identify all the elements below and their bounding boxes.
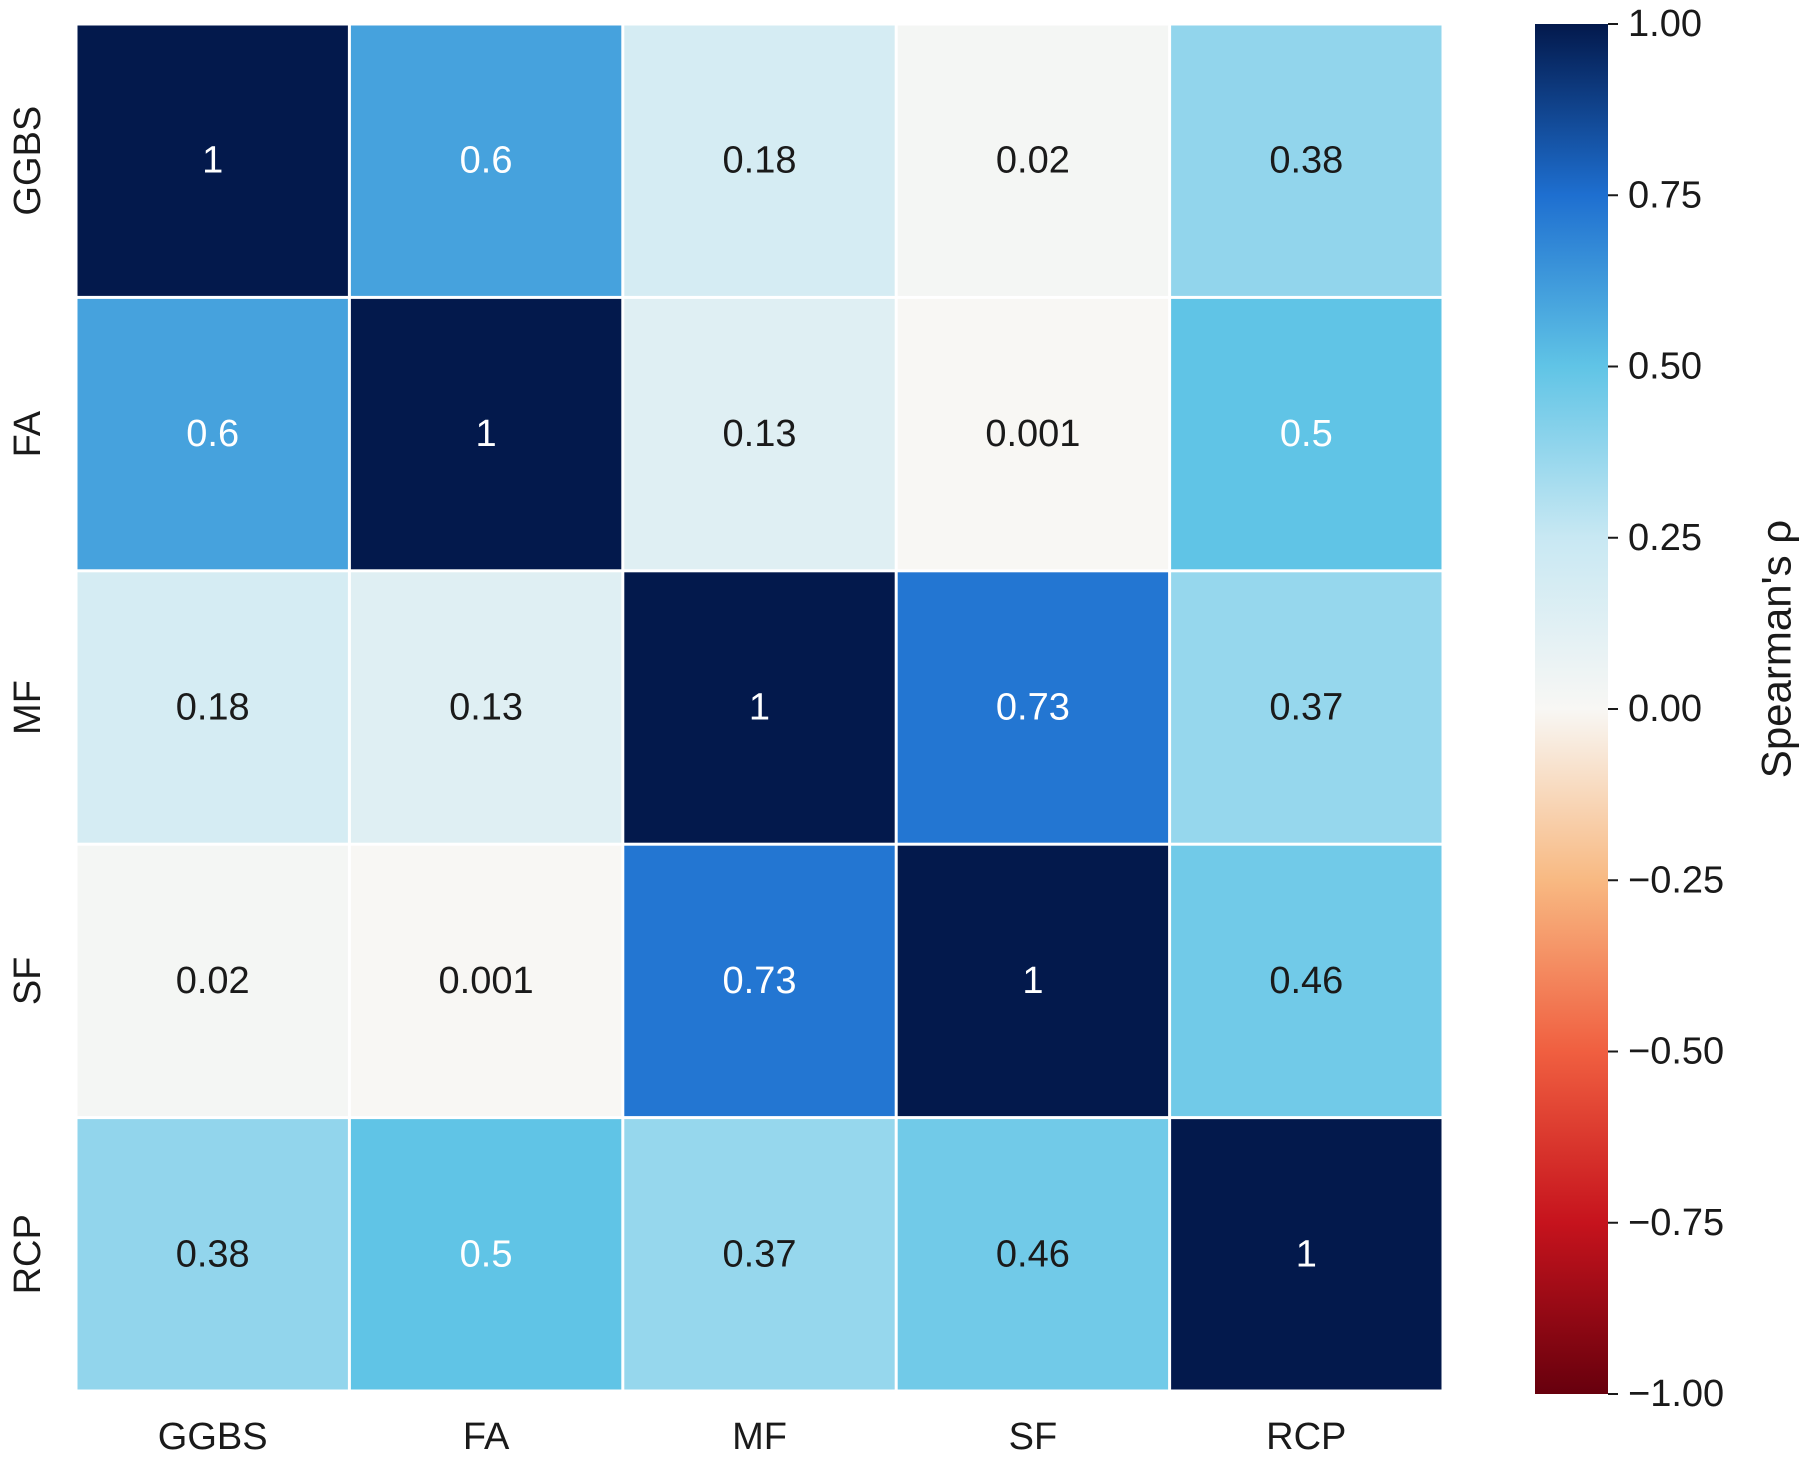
cell-value-label: 0.13 <box>723 413 797 455</box>
cell-value-label: 0.001 <box>439 960 534 1002</box>
y-tick-label-ggbs: GGBS <box>7 106 49 216</box>
cell-value-label: 1 <box>1022 960 1043 1002</box>
heatmap-cell-rcp-fa <box>350 1119 622 1390</box>
heatmap-cell-ggbs-ggbs <box>77 25 348 296</box>
cell-value-label: 0.6 <box>460 140 513 182</box>
x-axis-tick-labels: GGBS FA MF SF RCP <box>158 1416 1347 1458</box>
heatmap-cell-sf-ggbs <box>77 845 348 1117</box>
heatmap-cell-rcp-ggbs <box>77 1119 348 1390</box>
heatmap-cell-rcp-mf <box>624 1119 895 1390</box>
cell-value-label: 0.13 <box>449 687 523 729</box>
cell-value-label: 0.73 <box>723 960 797 1002</box>
cell-value-label: 0.37 <box>723 1233 797 1275</box>
x-tick-label-ggbs: GGBS <box>158 1416 268 1458</box>
cell-value-label: 1 <box>202 140 223 182</box>
heatmap-cell-ggbs-mf <box>624 25 895 296</box>
cell-value-label: 0.18 <box>176 687 250 729</box>
cell-value-label: 0.18 <box>723 140 797 182</box>
heatmap-cell-sf-fa <box>350 845 622 1117</box>
heatmap-cell-rcp-rcp <box>1171 1119 1442 1390</box>
y-axis-tick-labels: GGBS FA MF SF RCP <box>7 106 49 1295</box>
y-tick-label-mf: MF <box>7 680 49 735</box>
x-tick-label-mf: MF <box>732 1416 787 1458</box>
colorbar-label: Spearman's ρ <box>1753 520 1800 778</box>
cell-value-label: 0.38 <box>176 1233 250 1275</box>
colorbar-tick-label: −0.50 <box>1628 1031 1724 1073</box>
colorbar-tick-label: 0.50 <box>1628 346 1702 388</box>
heatmap-cell-fa-ggbs <box>77 298 348 570</box>
cell-value-label: 1 <box>1296 1233 1317 1275</box>
heatmap-cell-rcp-sf <box>897 1119 1169 1390</box>
heatmap-cell-mf-mf <box>624 572 895 843</box>
cell-value-label: 1 <box>476 413 497 455</box>
colorbar-tick-label: 0.00 <box>1628 688 1702 730</box>
cell-value-label: 0.5 <box>460 1233 513 1275</box>
cell-value-label: 0.38 <box>1269 140 1343 182</box>
cell-value-label: 0.46 <box>996 1233 1070 1275</box>
cell-value-label: 0.6 <box>186 413 239 455</box>
cell-value-label: 0.46 <box>1269 960 1343 1002</box>
x-tick-label-fa: FA <box>463 1416 510 1458</box>
heatmap-cell-ggbs-sf <box>897 25 1169 296</box>
colorbar-tick-label: −0.75 <box>1628 1202 1724 1244</box>
heatmap-cells: 1 0.6 0.18 0.02 0.38 0.6 1 0.13 0.001 0.5 0.18 0.13… <box>77 25 1442 1390</box>
y-tick-label-rcp: RCP <box>7 1214 49 1294</box>
y-tick-label-fa: FA <box>7 410 49 457</box>
colorbar-gradient <box>1535 24 1608 1394</box>
heatmap-cell-sf-mf <box>624 845 895 1117</box>
heatmap-cell-mf-rcp <box>1171 572 1442 843</box>
cell-value-label: 0.02 <box>176 960 250 1002</box>
colorbar-tick-label: 0.75 <box>1628 174 1702 216</box>
x-tick-label-rcp: RCP <box>1266 1416 1346 1458</box>
heatmap-cell-sf-sf <box>897 845 1169 1117</box>
cell-value-label: 0.001 <box>985 413 1080 455</box>
colorbar-tick-label: −1.00 <box>1628 1373 1724 1415</box>
heatmap-cell-mf-fa <box>350 572 622 843</box>
heatmap-cell-ggbs-rcp <box>1171 25 1442 296</box>
y-tick-label-sf: SF <box>7 957 49 1006</box>
heatmap-cell-fa-fa <box>350 298 622 570</box>
colorbar-tick-label: 0.25 <box>1628 517 1702 559</box>
heatmap-cell-ggbs-fa <box>350 25 622 296</box>
cell-value-label: 1 <box>749 687 770 729</box>
heatmap-cell-fa-mf <box>624 298 895 570</box>
heatmap-cell-mf-sf <box>897 572 1169 843</box>
cell-value-label: 0.5 <box>1280 413 1333 455</box>
cell-value-label: 0.02 <box>996 140 1070 182</box>
heatmap-cell-mf-ggbs <box>77 572 348 843</box>
heatmap-cell-fa-rcp <box>1171 298 1442 570</box>
cell-value-label: 0.73 <box>996 687 1070 729</box>
colorbar-tick-label: −0.25 <box>1628 859 1724 901</box>
colorbar: 1.00 0.75 0.50 0.25 0.00 −0.25 −0.50 −0.75 −1.00… <box>1535 3 1800 1415</box>
x-tick-label-sf: SF <box>1009 1416 1058 1458</box>
colorbar-tick-label: 1.00 <box>1628 3 1702 45</box>
heatmap-cell-fa-sf <box>897 298 1169 570</box>
cell-value-label: 0.37 <box>1269 687 1343 729</box>
heatmap-cell-sf-rcp <box>1171 845 1442 1117</box>
